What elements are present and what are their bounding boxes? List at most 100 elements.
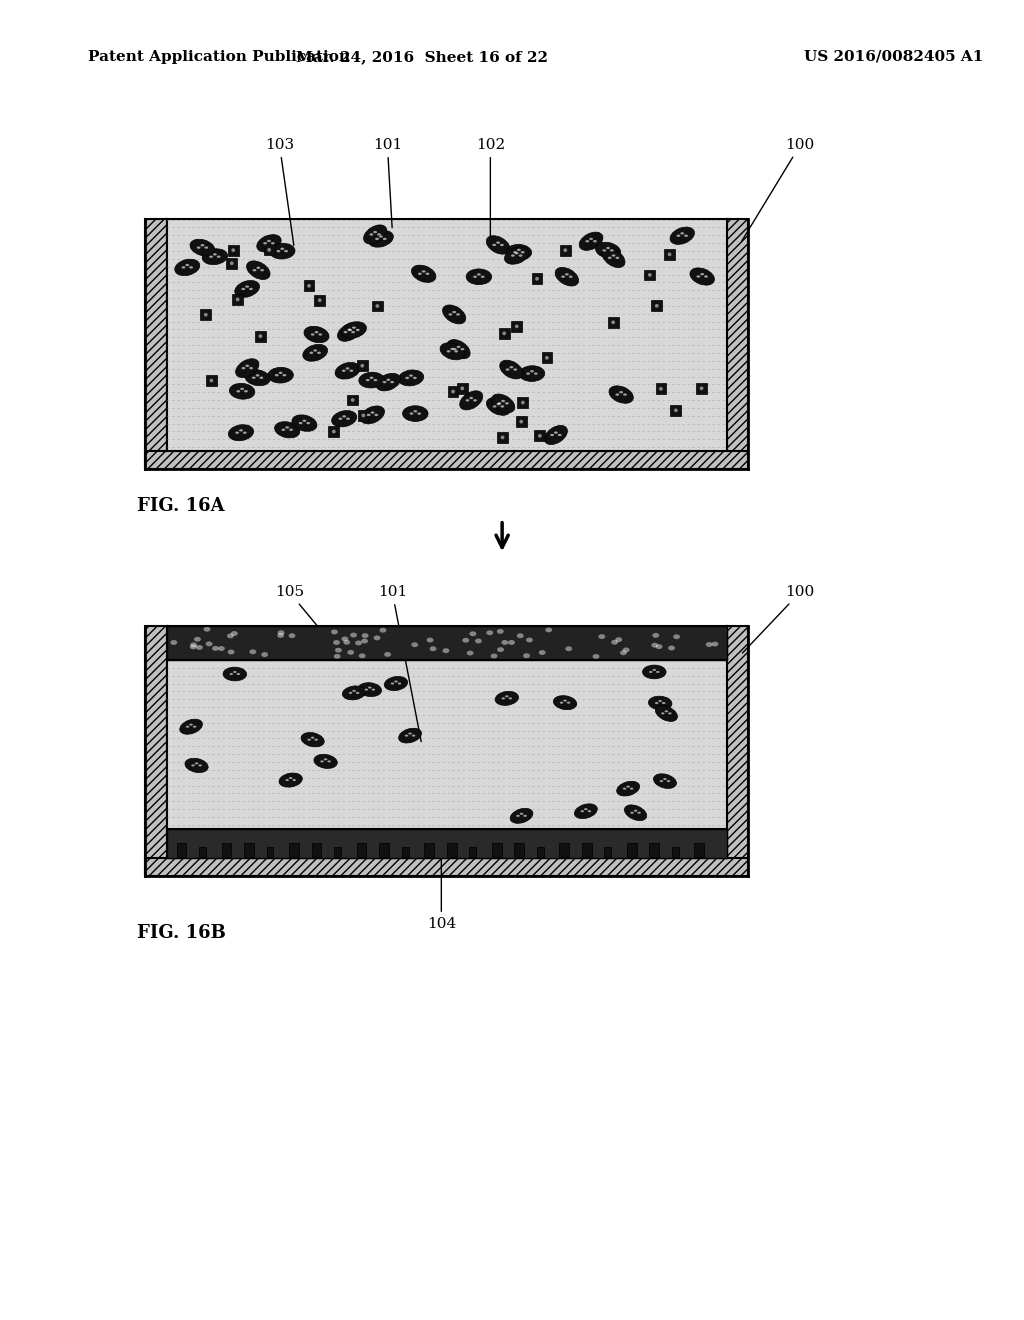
Ellipse shape [313,350,317,351]
Ellipse shape [668,713,672,714]
Ellipse shape [317,298,322,302]
Ellipse shape [332,411,356,426]
Ellipse shape [398,370,424,385]
Ellipse shape [648,273,651,277]
Ellipse shape [231,248,236,252]
Bar [499,327,510,339]
Ellipse shape [377,234,381,235]
Ellipse shape [274,374,279,376]
Ellipse shape [608,256,611,259]
Ellipse shape [598,634,605,639]
Ellipse shape [202,248,227,264]
Bar [542,352,552,363]
Ellipse shape [545,356,549,359]
Ellipse shape [328,760,331,763]
Ellipse shape [651,643,658,648]
Ellipse shape [674,408,678,412]
Ellipse shape [510,366,513,368]
Ellipse shape [509,697,512,700]
Ellipse shape [247,261,270,280]
Ellipse shape [352,326,356,329]
Text: Patent Application Publication: Patent Application Publication [88,50,350,63]
Ellipse shape [189,644,197,649]
Ellipse shape [307,739,311,741]
Ellipse shape [218,645,225,651]
Text: 101: 101 [373,139,402,227]
Ellipse shape [521,251,524,253]
Ellipse shape [563,248,567,252]
Ellipse shape [473,276,477,279]
Ellipse shape [366,379,370,381]
Ellipse shape [195,763,199,764]
Ellipse shape [426,273,429,275]
Ellipse shape [289,777,293,779]
Ellipse shape [684,235,688,236]
Ellipse shape [410,412,414,414]
Ellipse shape [317,351,321,354]
Ellipse shape [446,350,451,352]
Ellipse shape [402,405,428,421]
Ellipse shape [201,244,205,247]
Ellipse shape [668,252,672,256]
Ellipse shape [518,255,522,257]
Ellipse shape [523,814,526,817]
Ellipse shape [383,238,387,240]
Ellipse shape [227,634,233,639]
Bar [176,843,186,857]
Ellipse shape [391,682,394,685]
Ellipse shape [634,809,637,812]
Ellipse shape [593,240,597,243]
Ellipse shape [659,780,664,783]
Ellipse shape [384,676,408,690]
Bar [167,219,727,451]
Bar [516,416,526,426]
Bar [358,411,369,421]
Bar [727,626,749,875]
Text: 102: 102 [476,139,505,243]
Ellipse shape [369,231,393,247]
Bar [372,301,383,312]
Text: FIG. 16B: FIG. 16B [137,924,226,941]
Ellipse shape [497,242,500,244]
Ellipse shape [404,735,409,737]
Ellipse shape [279,372,283,374]
Ellipse shape [581,810,584,812]
Ellipse shape [278,630,285,635]
Ellipse shape [175,259,200,276]
Ellipse shape [712,642,719,647]
Ellipse shape [271,242,274,244]
Ellipse shape [611,640,618,644]
Ellipse shape [314,739,317,741]
Ellipse shape [289,634,296,638]
Ellipse shape [257,235,282,252]
Ellipse shape [652,669,656,671]
Ellipse shape [302,420,306,422]
Ellipse shape [335,363,360,379]
Ellipse shape [670,227,694,244]
Ellipse shape [574,804,597,818]
Ellipse shape [263,242,267,244]
Ellipse shape [700,273,705,276]
Ellipse shape [490,653,498,659]
Ellipse shape [304,326,329,343]
Ellipse shape [517,248,521,251]
Bar [447,387,459,397]
Ellipse shape [249,367,253,370]
Ellipse shape [343,640,350,644]
Ellipse shape [332,430,336,433]
Ellipse shape [375,413,378,416]
Ellipse shape [242,288,245,290]
Ellipse shape [355,640,361,645]
Ellipse shape [602,249,606,252]
Ellipse shape [181,267,185,268]
Bar [694,843,705,857]
Ellipse shape [502,640,508,645]
Ellipse shape [637,812,641,814]
Ellipse shape [461,387,464,391]
Ellipse shape [519,366,545,381]
Ellipse shape [493,405,497,408]
Ellipse shape [593,653,599,659]
Ellipse shape [565,647,572,651]
Ellipse shape [244,391,248,392]
Ellipse shape [517,634,523,638]
